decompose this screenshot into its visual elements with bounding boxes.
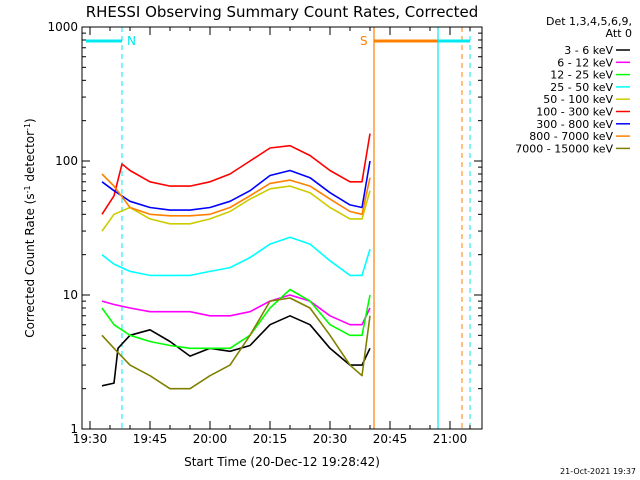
legend-label-8: 7000 - 15000 keV [515,142,613,155]
legend-label-6: 300 - 800 keV [536,118,613,131]
series-line-8 [101,297,371,390]
x-tick-label-3: 20:15 [253,432,288,446]
x-axis-label: Start Time (20-Dec-12 19:28:42) [184,455,380,469]
x-axis: 19:30 19:45 20:00 20:15 20:30 20:45 21:00 [73,27,471,446]
series-line-4 [101,185,371,232]
y-axis-label-sup2: -1 [23,123,32,131]
y-tick-label-0: 1 [70,422,78,436]
y-tick-label-2: 100 [55,154,78,168]
y-axis-label-mid: detector [23,131,37,186]
y-axis-label: Corrected Count Rate (s-1 detector-1) [23,118,38,337]
annotation-label-1: S [360,34,368,48]
series-line-5 [101,133,371,215]
y-axis: 1 10 100 1000 [47,20,482,436]
plot-frame [81,26,483,430]
chart-title: RHESSI Observing Summary Count Rates, Co… [86,3,479,21]
x-tick-label-1: 19:45 [133,432,168,446]
series-line-2 [101,288,371,350]
y-tick-label-1: 10 [63,288,78,302]
legend-label-1: 6 - 12 keV [557,56,613,69]
y-axis-label-end: ) [23,118,37,123]
series-line-1 [101,294,371,326]
x-tick-label-0: 19:30 [73,432,108,446]
series-line-7 [101,173,371,217]
x-tick-label-6: 21:00 [433,432,468,446]
legend-label-3: 25 - 50 keV [550,81,613,94]
legend-label-0: 3 - 6 keV [564,44,613,57]
y-axis-label-main: Corrected Count Rate (s [23,193,37,337]
legend-label-2: 12 - 25 keV [550,69,613,82]
annotation-label-0: N [127,34,136,48]
y-tick-label-3: 1000 [47,20,78,34]
series-line-3 [101,236,371,277]
series-line-0 [101,314,371,387]
legend-label-5: 100 - 300 keV [536,106,613,119]
x-tick-label-2: 20:00 [193,432,228,446]
x-tick-label-5: 20:45 [373,432,408,446]
series-layer [101,133,371,390]
footer-timestamp: 21-Oct-2021 19:37 [560,467,636,476]
legend-label-4: 50 - 100 keV [543,93,613,106]
legend-label-7: 800 - 7000 keV [529,130,613,143]
y-axis-label-sup1: -1 [23,185,32,193]
series-line-6 [101,160,371,211]
x-tick-label-4: 20:30 [313,432,348,446]
legend-header-line-2: Att 0 [606,27,632,40]
legend-header-line-1: Det 1,3,4,5,6,9, [546,15,632,28]
